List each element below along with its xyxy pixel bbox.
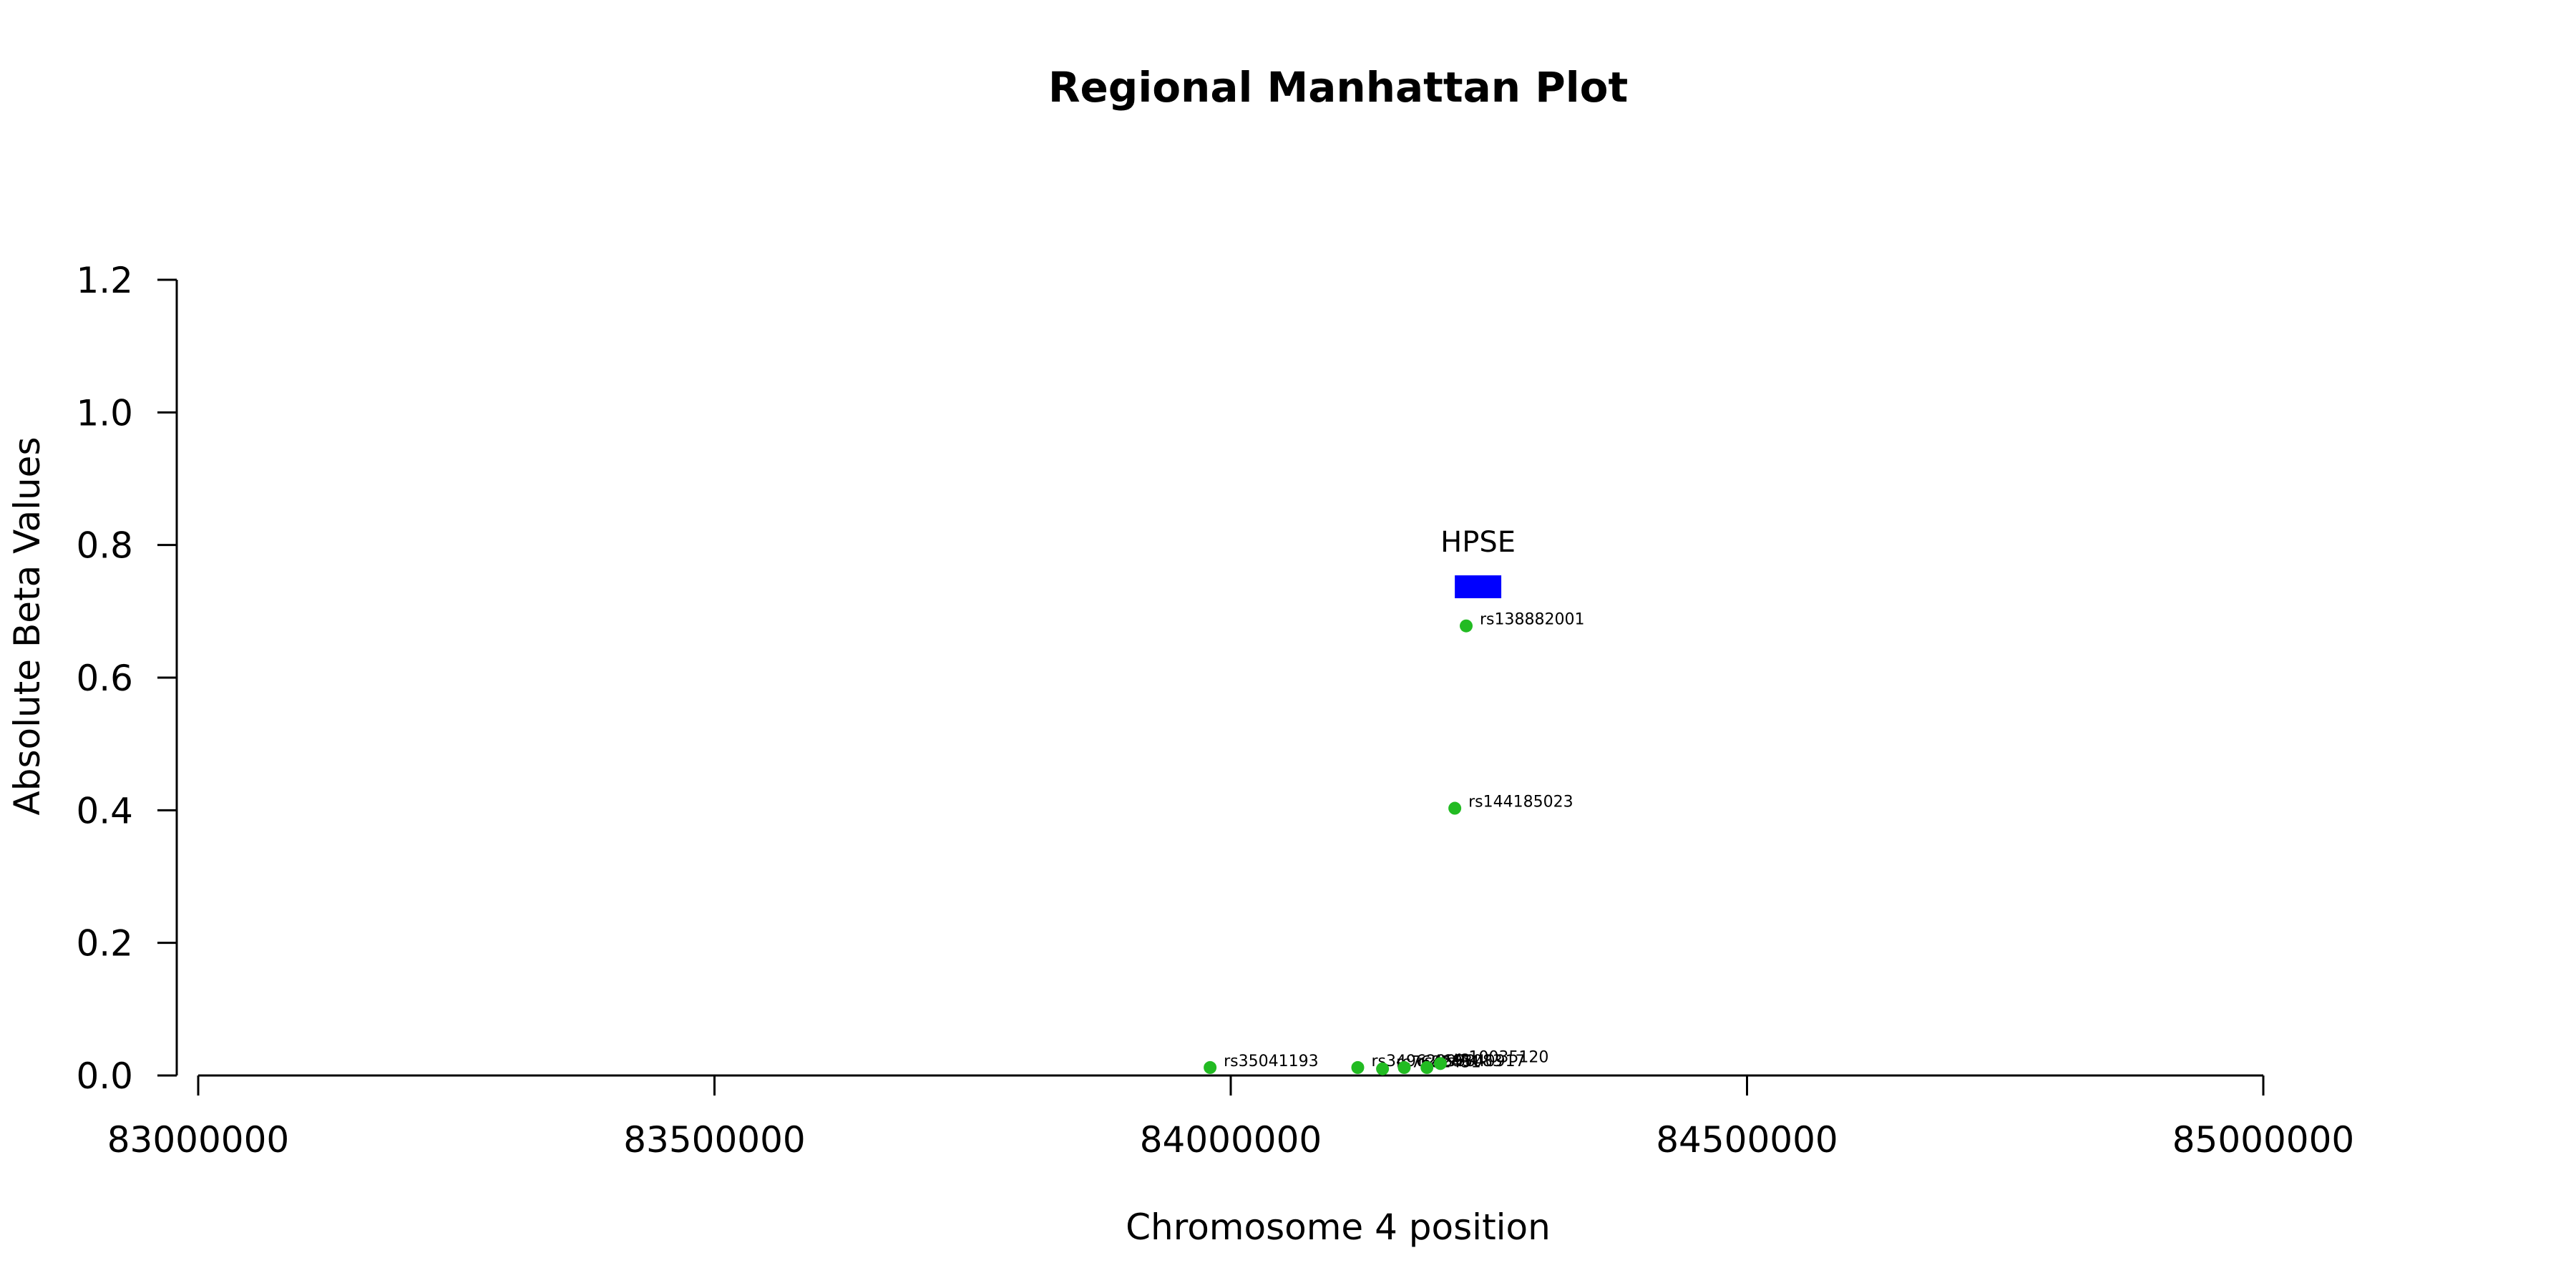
x-tick-label: 83000000 xyxy=(107,1119,290,1161)
snp-points: rs35041193rs34962997rs7682451rs4693083rs… xyxy=(1204,611,1584,1075)
x-tick-label: 83500000 xyxy=(623,1119,806,1161)
snp-point xyxy=(1433,1057,1447,1070)
snp-point xyxy=(1204,1060,1217,1074)
snp-point xyxy=(1397,1060,1411,1074)
y-axis-ticks: 0.0 0.2 0.4 0.6 0.8 1.0 1.2 xyxy=(76,260,177,1097)
y-tick-label: 1.2 xyxy=(76,260,133,301)
x-tick-label: 84000000 xyxy=(1140,1119,1322,1161)
x-axis-label: Chromosome 4 position xyxy=(1126,1206,1551,1248)
gene-track: HPSE xyxy=(1440,526,1516,599)
y-tick-label: 0.8 xyxy=(76,525,133,567)
y-tick-label: 0.6 xyxy=(76,658,133,699)
snp-label: rs10035120 xyxy=(1454,1048,1548,1066)
gene-box xyxy=(1455,575,1502,599)
snp-point xyxy=(1351,1060,1365,1074)
y-tick-label: 0.0 xyxy=(76,1055,133,1097)
y-tick-label: 0.2 xyxy=(76,923,133,965)
snp-point xyxy=(1448,801,1462,815)
snp-label: rs6840917 xyxy=(1440,1053,1525,1070)
snp-point xyxy=(1376,1062,1390,1075)
y-axis-label: Absolute Beta Values xyxy=(6,437,48,816)
y-tick-label: 0.4 xyxy=(76,790,133,831)
gene-label: HPSE xyxy=(1440,526,1516,559)
snp-label: rs138882001 xyxy=(1480,611,1584,629)
snp-point xyxy=(1420,1060,1434,1074)
x-axis-ticks: 83000000 83500000 84000000 84500000 85000000 xyxy=(107,1075,2355,1161)
y-tick-label: 1.0 xyxy=(76,392,133,434)
snp-label: rs35041193 xyxy=(1224,1053,1318,1070)
chart-title: Regional Manhattan Plot xyxy=(1048,63,1628,112)
snp-label: rs144185023 xyxy=(1468,794,1573,811)
x-tick-label: 85000000 xyxy=(2172,1119,2355,1161)
snp-point xyxy=(1460,619,1473,633)
x-tick-label: 84500000 xyxy=(1656,1119,1838,1161)
